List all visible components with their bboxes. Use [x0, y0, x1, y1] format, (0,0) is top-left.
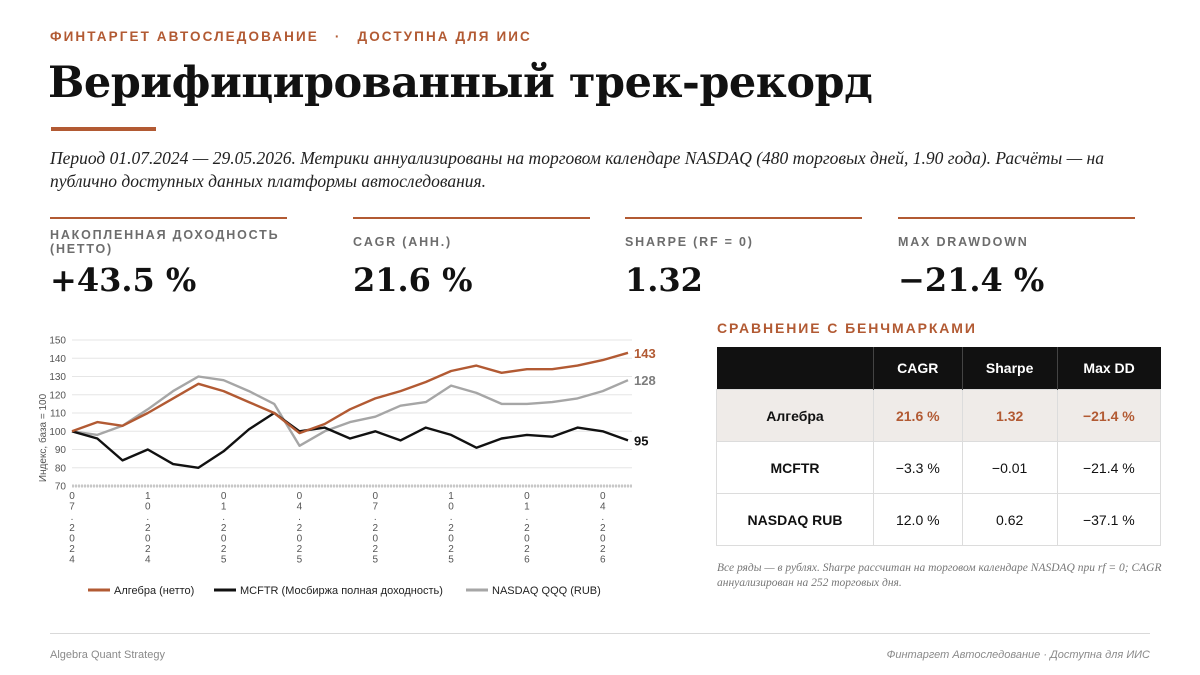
y-tick-label: 100	[49, 427, 66, 438]
table-cell-sharpe: −0.01	[961, 441, 1058, 494]
benchmark-footnote: Все ряды — в рублях. Sharpe рассчитан на…	[717, 562, 1162, 589]
page-title: Верифицированный трек-рекорд	[48, 58, 873, 108]
table-cell-cagr: 21.6 %	[873, 389, 963, 442]
chart-legend: Алгебра (нетто) MCFTR (Мосбиржа полная до…	[88, 585, 601, 597]
benchmark-table: CAGR Sharpe Max DD Алгебра 21.6 % 1.32 −…	[716, 347, 1162, 546]
table-header-cagr: CAGR	[873, 347, 963, 390]
chart-y-axis-label: Индекс, база = 100	[37, 393, 49, 482]
footer-left-text: Algebra Quant Strategy	[50, 649, 165, 661]
chart-x-ticks: 0 7. 2 0 2 4 1 0. 2 0 2 4 0 1. 2 0 2 5 0 4. 2 0 2 5 0 7. 2 0 2 5 1 0. 2 0…	[69, 491, 606, 566]
kpi-rule	[625, 217, 862, 219]
chart-grid	[72, 339, 632, 488]
kpi-sharpe: SHARPE (RF = 0) 1.32	[625, 217, 862, 299]
table-cell-maxdd: −21.4 %	[1056, 389, 1162, 442]
tagline-label: ДОСТУПНА ДЛЯ ИИС	[357, 29, 532, 44]
table-cell-maxdd: −21.4 %	[1056, 441, 1162, 494]
series-line	[71, 411, 629, 470]
y-tick-label: 80	[55, 463, 67, 474]
table-cell-name: MCFTR	[716, 441, 874, 494]
chart-end-labels: 143 95 128	[634, 346, 656, 449]
footer-divider	[50, 633, 1150, 634]
table-cell-maxdd: −37.1 %	[1056, 493, 1162, 546]
kpi-label: CAGR (АНН.)	[353, 235, 452, 249]
page-subtitle: Период 01.07.2024 — 29.05.2026. Метрики …	[50, 148, 1104, 191]
kpi-value: +43.5 %	[50, 261, 197, 299]
legend-item-label: MCFTR (Мосбиржа полная доходность)	[240, 585, 443, 597]
kicker: ФИНТАРГЕТ АВТОСЛЕДОВАНИЕ · ДОСТУПНА ДЛЯ ИИ…	[50, 29, 532, 44]
y-tick-label: 90	[55, 445, 67, 456]
kpi-rule	[50, 217, 287, 219]
table-cell-sharpe: 1.32	[961, 389, 1058, 442]
footer-right-text: Финтаргет Автоследование · Доступна для …	[886, 649, 1150, 661]
table-cell-cagr: 12.0 %	[873, 493, 963, 546]
kpi-rule	[898, 217, 1135, 219]
kpi-label: MAX DRAWDOWN	[898, 235, 1029, 249]
benchmark-title: СРАВНЕНИЕ С БЕНЧМАРКАМИ	[717, 320, 977, 336]
kpi-value: 1.32	[625, 261, 703, 299]
table-header-row: CAGR Sharpe Max DD	[716, 347, 1161, 390]
table-header-name	[716, 347, 874, 390]
y-tick-label: 120	[49, 390, 66, 401]
kpi-label: НАКОПЛЕННАЯ ДОХОДНОСТЬ (НЕТТО)	[50, 228, 280, 256]
table-cell-name: Алгебра	[716, 389, 874, 442]
series-end-label: 128	[634, 373, 656, 388]
table-header-maxdd: Max DD	[1056, 347, 1161, 390]
chart-y-ticks: 70 80 90 100 110 120 130 140 150	[49, 336, 66, 493]
kpi-value: 21.6 %	[353, 261, 473, 299]
kpi-label: SHARPE (RF = 0)	[625, 235, 754, 249]
kpi-value: −21.4 %	[898, 261, 1045, 299]
series-end-label: 95	[634, 433, 648, 448]
kicker-separator: ·	[334, 29, 342, 44]
y-tick-label: 70	[55, 482, 67, 493]
title-accent-rule	[51, 127, 156, 131]
y-tick-label: 110	[50, 409, 66, 420]
kpi-rule	[353, 217, 590, 219]
series-line	[71, 375, 629, 448]
kpi-total-return: НАКОПЛЕННАЯ ДОХОДНОСТЬ (НЕТТО) +43.5 %	[50, 217, 287, 299]
table-row: NASDAQ RUB 12.0 % 0.62 −37.1 %	[716, 493, 1162, 546]
table-row: Алгебра 21.6 % 1.32 −21.4 %	[716, 389, 1162, 442]
kpi-max-drawdown: MAX DRAWDOWN −21.4 %	[898, 217, 1135, 299]
series-line	[71, 351, 629, 435]
table-cell-name: NASDAQ RUB	[716, 493, 874, 546]
legend-item-label: Алгебра (нетто)	[114, 585, 194, 597]
table-cell-cagr: −3.3 %	[873, 441, 963, 494]
legend-item-label: NASDAQ QQQ (RUB)	[492, 585, 601, 597]
table-cell-sharpe: 0.62	[961, 493, 1058, 546]
kpi-cagr: CAGR (АНН.) 21.6 %	[353, 217, 590, 299]
chart-series	[71, 351, 629, 470]
brand-label: ФИНТАРГЕТ АВТОСЛЕДОВАНИЕ	[50, 29, 319, 44]
y-tick-label: 140	[49, 354, 66, 365]
y-tick-label: 130	[49, 372, 66, 383]
table-row: MCFTR −3.3 % −0.01 −21.4 %	[716, 441, 1162, 494]
table-header-sharpe: Sharpe	[961, 347, 1058, 390]
y-tick-label: 150	[49, 336, 66, 347]
series-end-label: 143	[634, 346, 656, 361]
